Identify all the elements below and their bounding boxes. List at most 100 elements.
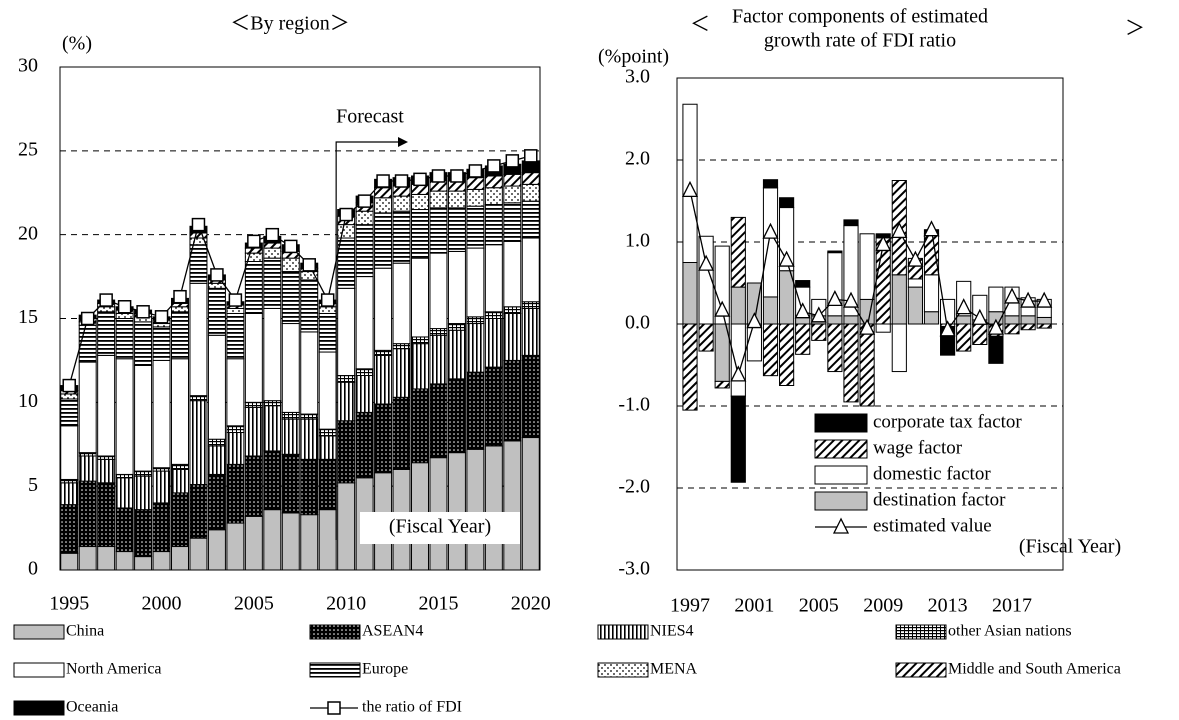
bar — [429, 334, 448, 385]
bar — [859, 323, 875, 407]
bar — [392, 210, 411, 264]
y-tick-label: 2.0 — [625, 148, 650, 170]
marker — [487, 159, 501, 173]
bar — [337, 287, 356, 377]
bar — [374, 187, 393, 199]
bar — [60, 482, 79, 506]
legend-swatch — [895, 624, 947, 640]
bar — [207, 445, 226, 475]
bar — [521, 183, 540, 202]
y-tick-label: 20 — [18, 222, 38, 244]
marker — [923, 220, 940, 237]
bar — [97, 311, 116, 356]
bar — [281, 453, 300, 514]
marker — [810, 306, 827, 323]
bar — [226, 425, 245, 434]
bar — [779, 323, 795, 386]
bar — [152, 467, 171, 472]
y-tick-label: 3.0 — [625, 66, 650, 88]
bar — [682, 323, 698, 411]
bar — [762, 179, 779, 189]
marker — [302, 258, 316, 272]
bar — [60, 425, 79, 480]
bar — [907, 278, 923, 288]
bar — [466, 448, 485, 571]
bar — [60, 393, 79, 400]
bar — [374, 354, 393, 405]
bar — [171, 311, 189, 360]
bar — [762, 187, 779, 298]
bar — [466, 323, 485, 373]
y-axis-label: (%) — [62, 33, 92, 55]
legend-label: NIES4 — [650, 623, 694, 640]
bar — [411, 193, 429, 211]
bar — [411, 257, 429, 338]
bar — [746, 323, 762, 362]
bar — [226, 463, 245, 524]
marker — [468, 164, 483, 178]
bar — [134, 470, 153, 477]
bar — [60, 552, 79, 571]
bar — [843, 315, 859, 325]
bar — [355, 210, 374, 226]
y-tick-label: 1.0 — [625, 230, 650, 252]
x-tick-label: 2020 — [511, 593, 551, 615]
bar — [171, 468, 189, 494]
bar — [318, 428, 337, 437]
bar — [1020, 323, 1036, 331]
bar — [447, 452, 466, 571]
bar — [503, 173, 522, 187]
bar — [1020, 315, 1036, 325]
marker — [191, 217, 206, 232]
y-tick-label: -2.0 — [618, 476, 650, 498]
bar — [263, 257, 282, 309]
bar — [244, 401, 263, 408]
bar — [484, 318, 503, 368]
bar — [374, 349, 393, 356]
bar — [97, 306, 116, 313]
bar — [411, 343, 429, 390]
bar — [281, 257, 300, 273]
legend-swatch — [309, 662, 361, 678]
bar — [152, 359, 171, 469]
bar — [503, 312, 522, 361]
marker — [524, 149, 538, 163]
marker — [117, 300, 132, 314]
marker — [450, 169, 464, 183]
bar — [374, 403, 393, 474]
bar — [466, 371, 485, 450]
legend-swatch — [13, 700, 65, 716]
bar — [60, 398, 79, 427]
bar — [429, 207, 448, 254]
bar — [466, 177, 485, 190]
marker — [62, 378, 76, 393]
legend-swatch — [814, 465, 868, 485]
bar — [281, 512, 300, 571]
bar — [171, 546, 189, 571]
bar — [97, 458, 116, 484]
bar — [503, 306, 522, 314]
bar — [811, 323, 827, 341]
bar — [484, 187, 503, 205]
bar — [115, 312, 134, 320]
marker — [987, 318, 1004, 335]
bar — [907, 286, 923, 325]
bar — [244, 515, 263, 571]
marker — [136, 305, 150, 319]
chart-title: ＜ — [690, 14, 710, 36]
marker — [714, 300, 731, 317]
bar — [318, 351, 337, 430]
left-chart: ＜By region＞ (%) — [59, 13, 541, 571]
bar — [374, 197, 393, 214]
legend-label: ASEAN4 — [362, 623, 423, 640]
bar — [337, 224, 356, 239]
bar — [244, 260, 263, 314]
bar — [97, 455, 116, 460]
bar — [115, 318, 134, 360]
marker — [327, 701, 341, 715]
marker — [431, 169, 446, 183]
marker — [265, 227, 280, 242]
bar — [318, 312, 337, 353]
bar — [152, 470, 171, 504]
